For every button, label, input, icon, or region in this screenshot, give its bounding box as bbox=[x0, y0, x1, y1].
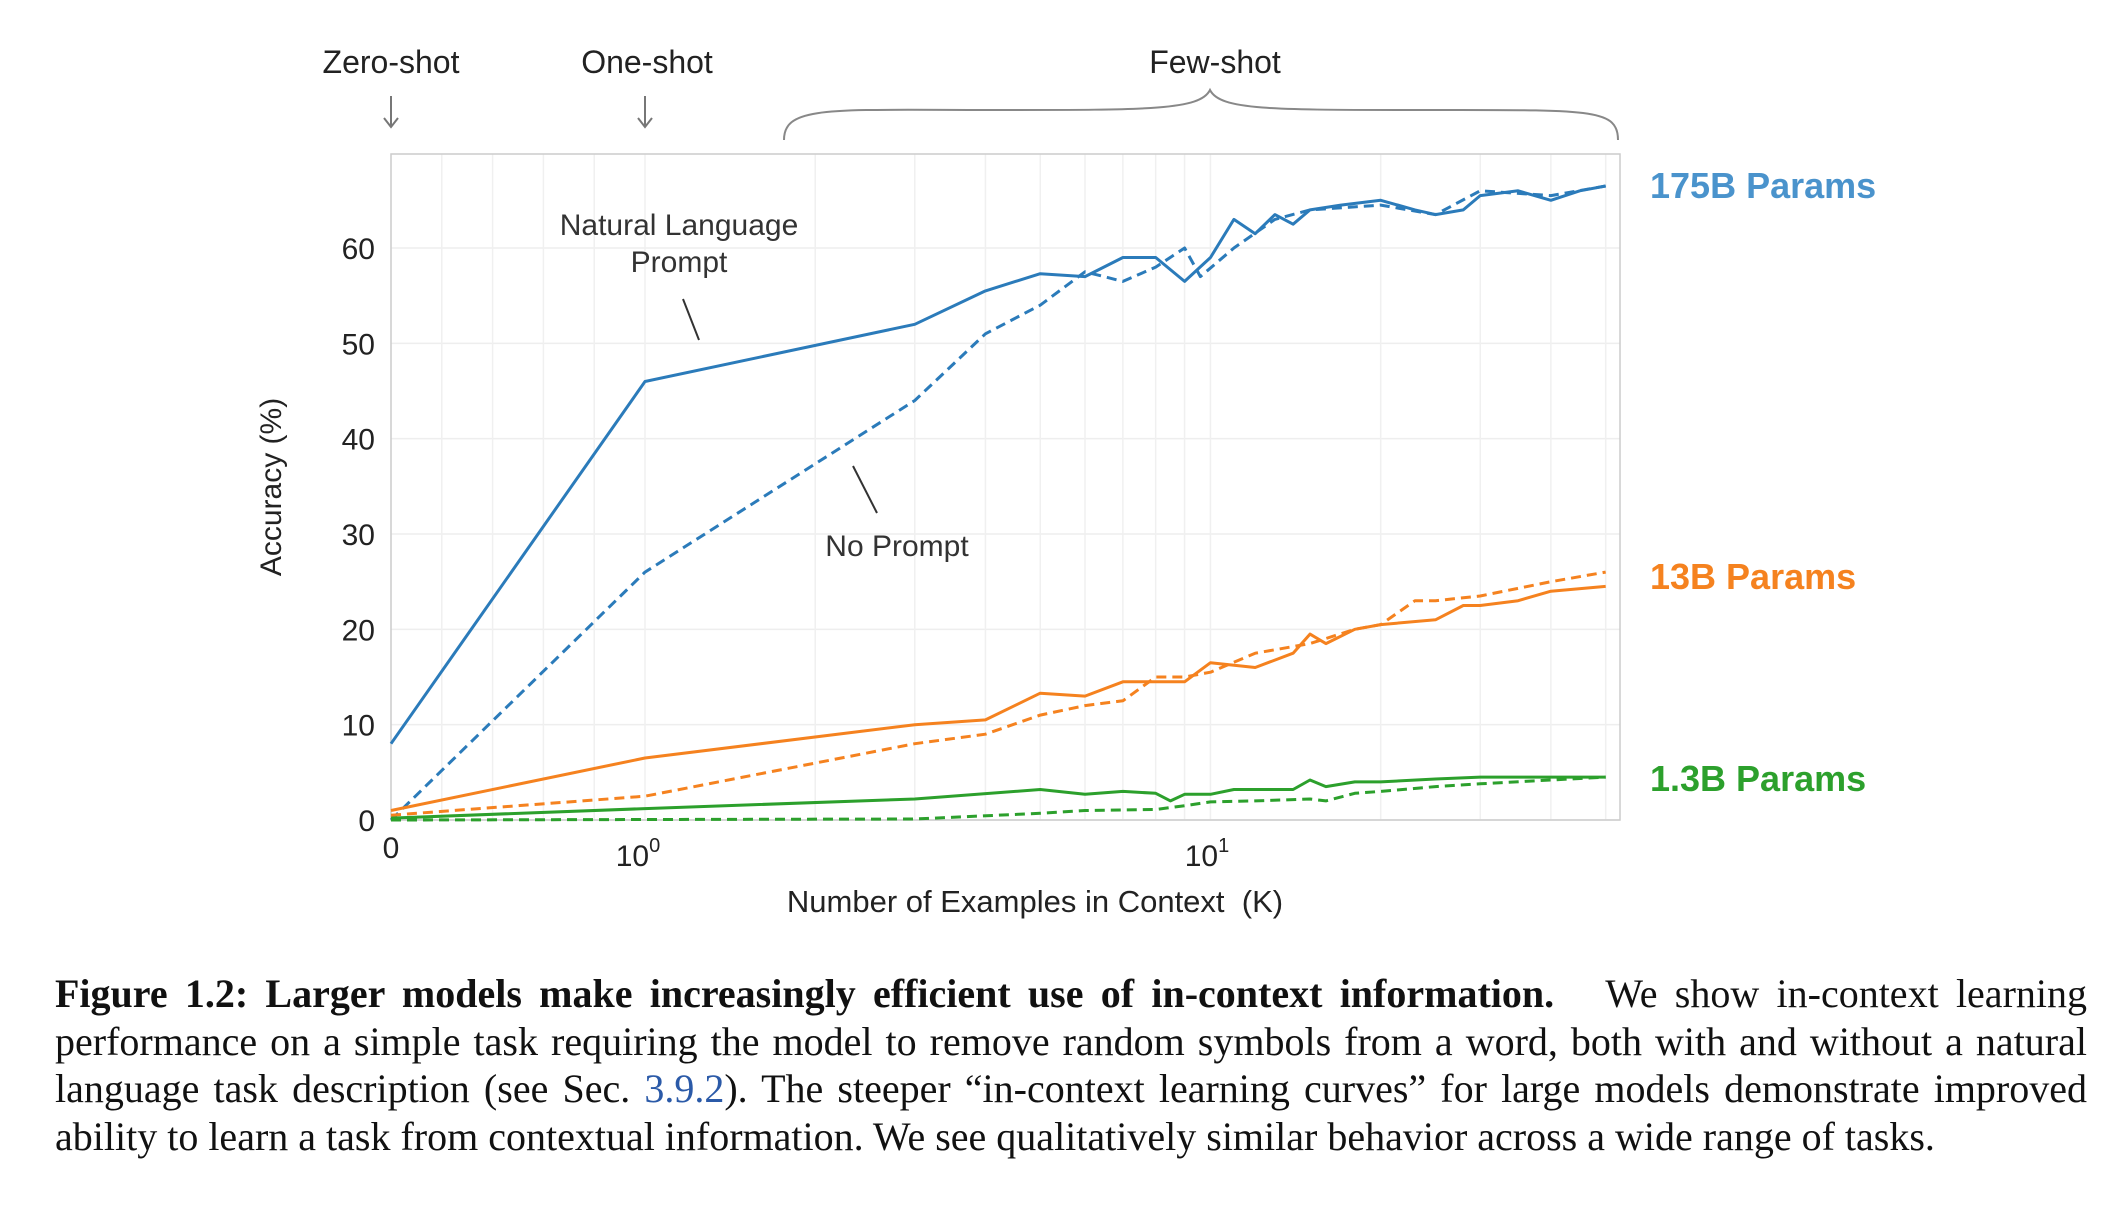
grid bbox=[391, 154, 1620, 821]
x-axis-label: Number of Examples in Context (K) bbox=[787, 884, 1283, 919]
y-axis-label: Accuracy (%) bbox=[255, 398, 288, 576]
annotation-prompt-line1: Natural Language bbox=[560, 209, 799, 242]
annotation-no-prompt: No Prompt bbox=[825, 530, 969, 563]
zero-shot-label: Zero-shot bbox=[323, 44, 460, 80]
y-tick-label: 10 bbox=[342, 710, 375, 743]
series-line-1-3B-solid bbox=[390, 775, 1606, 820]
x-tick-10e1: 101 bbox=[1185, 835, 1230, 873]
series-line-13B-solid bbox=[390, 584, 1606, 812]
few-shot-brace bbox=[783, 87, 1619, 141]
legend-13b: 13B Params bbox=[1650, 556, 1856, 597]
x-tick-0: 0 bbox=[383, 832, 400, 865]
annotation-no-prompt-pointer bbox=[852, 465, 878, 514]
caption-text-end: ). The steeper “in-context learning curv… bbox=[55, 1066, 2088, 1159]
figure-caption: Figure 1.2: Larger models make increasin… bbox=[55, 970, 2087, 1160]
annotation-prompt-line2: Prompt bbox=[631, 246, 728, 279]
y-tick-label: 60 bbox=[342, 233, 375, 266]
one-shot-label: One-shot bbox=[581, 44, 713, 80]
y-tick-label: 20 bbox=[342, 614, 375, 647]
one-shot-arrow-icon bbox=[637, 96, 653, 129]
series-line-13B-dashed bbox=[390, 570, 1606, 817]
x-tick-10e0: 100 bbox=[616, 835, 661, 873]
y-tick-label: 30 bbox=[342, 519, 375, 552]
caption-text: We show in-context learning performance … bbox=[55, 971, 2087, 1111]
series-line-175B-solid bbox=[389, 184, 1606, 745]
legend-175b: 175B Params bbox=[1650, 165, 1876, 206]
y-tick-label: 50 bbox=[342, 328, 375, 361]
few-shot-label: Few-shot bbox=[1149, 44, 1281, 80]
y-tick-label: 0 bbox=[358, 805, 375, 838]
caption-label: Figure 1.2: Larger models make increasin… bbox=[55, 971, 1555, 1016]
y-tick-label: 40 bbox=[342, 424, 375, 457]
annotation-prompt-pointer bbox=[682, 298, 700, 341]
section-link[interactable]: 3.9.2 bbox=[644, 1066, 725, 1111]
legend-1-3b: 1.3B Params bbox=[1650, 758, 1866, 799]
series-line-1-3B-dashed bbox=[390, 775, 1606, 822]
plot-frame bbox=[390, 153, 1621, 821]
series-line-175B-dashed bbox=[389, 184, 1606, 822]
chart: Zero-shot One-shot Few-shot Natural Lang… bbox=[255, 44, 1876, 919]
zero-shot-arrow-icon bbox=[383, 96, 399, 129]
